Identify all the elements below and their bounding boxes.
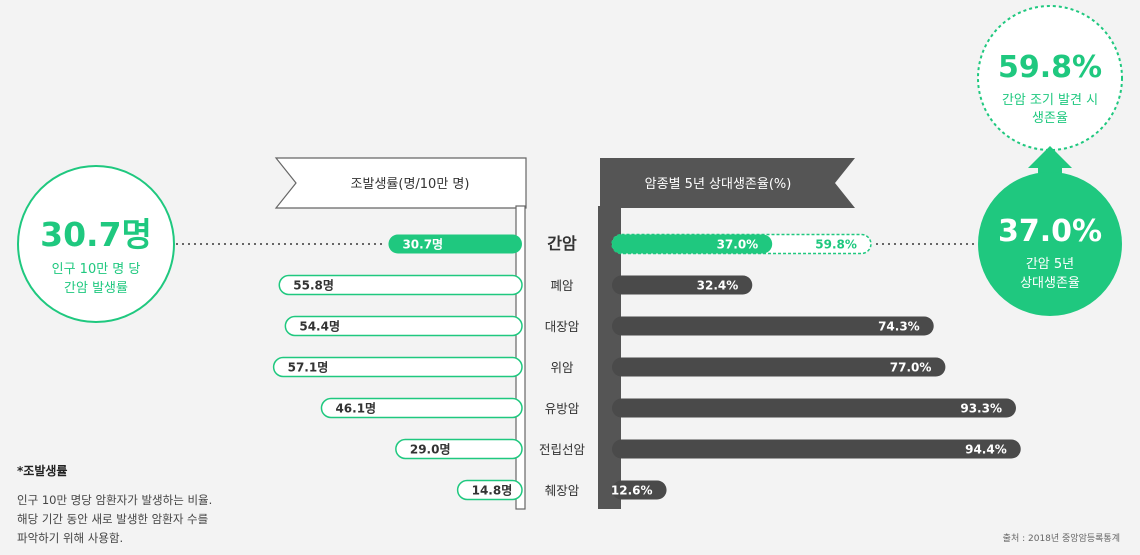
right-top-callout-line1: 간암 조기 발견 시 <box>1002 93 1098 108</box>
survival-label: 94.4% <box>965 443 1007 457</box>
left-callout-value: 30.7명 <box>40 215 152 254</box>
right-top-callout-value: 59.8% <box>998 50 1102 85</box>
footnote-title: *조발생률 <box>17 463 67 478</box>
survival-label: 77.0% <box>890 361 932 375</box>
category-label: 유방암 <box>545 401 580 416</box>
survival-label: 93.3% <box>960 402 1002 416</box>
survival-bar <box>612 316 934 336</box>
incidence-label: 14.8명 <box>472 484 513 498</box>
right-bottom-callout-line2: 상대생존율 <box>1020 276 1080 291</box>
incidence-bar <box>320 397 523 419</box>
survival-label: 32.4% <box>697 279 739 293</box>
survival-label: 37.0% <box>717 238 759 252</box>
incidence-label: 54.4명 <box>299 320 340 334</box>
left-callout-line1: 인구 10만 명 당 <box>52 262 141 277</box>
footnote-line-1: 인구 10만 명당 암환자가 발생하는 비율. <box>17 493 212 507</box>
footnote-line-2: 해당 기간 동안 새로 발생한 암환자 수를 <box>17 512 208 526</box>
incidence-bar <box>272 356 523 378</box>
survival-label: 12.6% <box>611 484 653 498</box>
category-label: 췌장암 <box>545 483 580 498</box>
category-label: 전립선암 <box>539 442 586 457</box>
survival-bar <box>612 398 1016 418</box>
right-top-callout-line2: 생존율 <box>1032 111 1068 126</box>
left-header-label: 조발생률(명/10만 명) <box>351 177 470 192</box>
right-bottom-callout-line1: 간암 5년 <box>1026 257 1074 272</box>
survival-bar <box>612 439 1021 459</box>
up-arrow <box>1028 146 1072 178</box>
incidence-label: 57.1명 <box>288 361 329 375</box>
survival-label: 74.3% <box>878 320 920 334</box>
left-callout-circle <box>17 165 175 323</box>
incidence-bar <box>395 438 523 460</box>
survival-bar <box>612 275 753 295</box>
category-label: 폐암 <box>550 278 574 293</box>
right-bottom-callout-value: 37.0% <box>998 214 1102 249</box>
footnote-line-3: 파악하기 위해 사용함. <box>17 531 123 545</box>
survival-bar <box>612 357 946 377</box>
incidence-label: 46.1명 <box>335 402 376 416</box>
category-label: 위암 <box>550 360 574 375</box>
left-header-banner <box>274 157 527 209</box>
incidence-bar <box>284 315 523 337</box>
incidence-bar <box>278 274 523 296</box>
survival-bar <box>612 480 667 500</box>
early-detection-label: 59.8% <box>815 238 857 252</box>
left-callout-line2: 간암 발생률 <box>64 281 128 296</box>
incidence-label: 55.8명 <box>293 279 334 293</box>
right-top-callout-circle <box>977 5 1123 151</box>
right-header-label: 암종별 5년 상대생존율(%) <box>645 177 792 192</box>
source-note: 출처 : 2018년 중앙암등록통계 <box>1003 532 1120 544</box>
right-header-banner <box>600 158 855 208</box>
incidence-bar <box>456 479 523 501</box>
incidence-label: 30.7명 <box>402 238 443 252</box>
category-label: 대장암 <box>545 319 580 334</box>
category-label: 간암 <box>547 234 577 253</box>
survival-bar <box>612 234 773 254</box>
incidence-label: 29.0명 <box>410 443 451 457</box>
incidence-bar <box>388 234 522 254</box>
right-bottom-callout-circle <box>978 172 1122 316</box>
